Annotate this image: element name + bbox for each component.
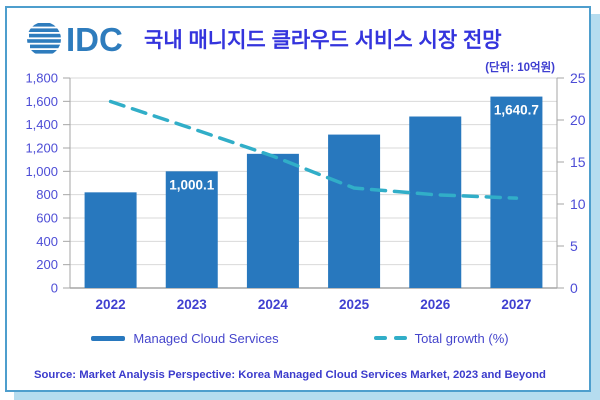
line-series-marker xyxy=(373,336,407,340)
header: IDC 국내 매니지드 클라우드 서비스 시장 전망 xyxy=(24,17,580,61)
y-tick-label-left: 800 xyxy=(36,187,58,202)
bar-2026 xyxy=(409,116,462,288)
legend-label: Managed Cloud Services xyxy=(133,330,279,346)
y-tick-label-right: 15 xyxy=(570,154,586,170)
y-tick-label-right: 0 xyxy=(570,280,578,296)
x-tick-label: 2026 xyxy=(420,297,451,312)
legend-item-managed-cloud: Managed Cloud Services xyxy=(91,330,279,346)
y-tick-label-left: 1,400 xyxy=(25,117,58,132)
y-tick-label-left: 1,600 xyxy=(25,94,58,109)
y-tick-label-right: 5 xyxy=(570,238,578,254)
bar-2025 xyxy=(328,134,381,288)
y-tick-label-left: 600 xyxy=(36,211,58,226)
idc-logo-text: IDC xyxy=(66,21,123,58)
y-tick-label-left: 1,800 xyxy=(25,71,58,86)
y-tick-label-left: 1,200 xyxy=(25,141,58,156)
y-tick-label-left: 1,000 xyxy=(25,164,58,179)
bar-value-label: 1,640.7 xyxy=(494,103,539,118)
growth-line xyxy=(108,99,519,200)
x-tick-label: 2027 xyxy=(501,297,531,312)
bar-2022 xyxy=(84,192,137,288)
bar-value-label: 1,000.1 xyxy=(169,177,215,192)
y-tick-label-left: 0 xyxy=(51,281,58,296)
chart-legend: Managed Cloud Services Total growth (%) xyxy=(0,329,600,347)
idc-globe-icon: IDC xyxy=(27,21,123,58)
unit-label: (단위: 10억원) xyxy=(485,62,555,74)
x-tick-label: 2025 xyxy=(339,297,370,312)
legend-item-total-growth: Total growth (%) xyxy=(373,330,509,346)
legend-label: Total growth (%) xyxy=(414,330,509,346)
bar-2024 xyxy=(246,153,299,288)
page-title: 국내 매니지드 클라우드 서비스 시장 전망 xyxy=(144,29,502,52)
bar-2027 xyxy=(490,96,543,289)
bar-2023 xyxy=(165,171,218,288)
x-tick-label: 2023 xyxy=(177,297,208,312)
y-tick-label-right: 10 xyxy=(570,196,586,212)
x-tick-label: 2022 xyxy=(96,297,126,312)
y-tick-label-left: 400 xyxy=(36,234,58,249)
bar-series-marker xyxy=(91,335,126,341)
x-tick-label: 2024 xyxy=(258,297,289,312)
source-text: Source: Market Analysis Perspective: Kor… xyxy=(34,369,546,381)
y-tick-label-right: 20 xyxy=(570,112,586,128)
y-tick-label-right: 25 xyxy=(570,70,586,86)
y-tick-label-left: 200 xyxy=(36,257,58,272)
